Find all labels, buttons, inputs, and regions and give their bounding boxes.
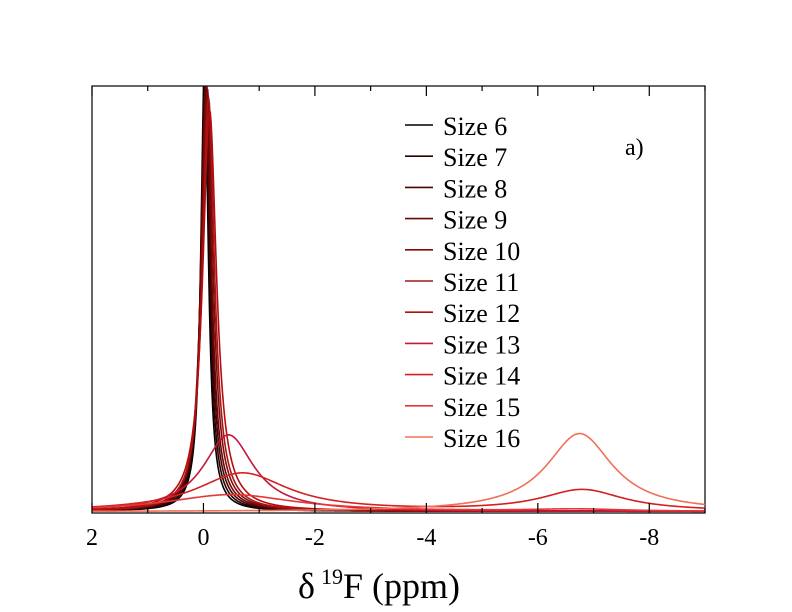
legend-label: Size 11 xyxy=(443,268,519,297)
legend-item: Size 9 xyxy=(405,206,507,235)
axis-ticks xyxy=(91,86,706,513)
legend-label: Size 15 xyxy=(443,393,520,422)
legend-label: Size 10 xyxy=(443,237,520,266)
x-axis-label-rest: F (ppm) xyxy=(343,566,460,606)
x-tick-labels: 2 0 -2 -4 -6 -8 xyxy=(86,525,659,551)
legend-item: Size 14 xyxy=(405,362,520,391)
legend-label: Size 12 xyxy=(443,299,520,328)
plot-frame xyxy=(91,85,706,514)
series-line-size-16 xyxy=(92,432,705,512)
x-tick-label: -2 xyxy=(305,525,325,551)
x-axis-label-superscript: 19 xyxy=(321,564,343,589)
series-line-size-13 xyxy=(92,434,705,513)
series-line-size-8 xyxy=(92,86,705,513)
x-tick-label: 0 xyxy=(197,525,209,551)
x-tick-label: 2 xyxy=(86,525,98,551)
legend-item: Size 7 xyxy=(405,143,507,172)
legend-label: Size 16 xyxy=(443,424,520,453)
series-line-size-10 xyxy=(92,88,705,513)
legend-item: Size 16 xyxy=(405,424,520,453)
series-line-size-7 xyxy=(92,86,705,513)
legend-label: Size 6 xyxy=(443,112,507,141)
legend-item: Size 13 xyxy=(405,330,520,359)
series-line-size-11 xyxy=(92,96,705,512)
x-tick-label: -4 xyxy=(416,525,436,551)
x-tick-label: -6 xyxy=(528,525,548,551)
legend-label: Size 9 xyxy=(443,206,507,235)
legend-label: Size 7 xyxy=(443,143,507,172)
spectrum-curves xyxy=(92,86,705,513)
legend-item: Size 8 xyxy=(405,174,507,203)
legend-label: Size 8 xyxy=(443,174,507,203)
series-line-size-9 xyxy=(92,86,705,513)
panel-annotation: a) xyxy=(625,135,644,161)
legend-label: Size 13 xyxy=(443,330,520,359)
legend-item: Size 12 xyxy=(405,299,520,328)
x-tick-label: -8 xyxy=(639,525,659,551)
legend-label: Size 14 xyxy=(443,362,520,391)
x-axis-label-symbol: δ xyxy=(298,566,315,606)
legend-item: Size 6 xyxy=(405,112,507,141)
legend-item: Size 15 xyxy=(405,393,520,422)
series-line-size-6 xyxy=(92,86,705,513)
legend-item: Size 10 xyxy=(405,237,520,266)
legend-item: Size 11 xyxy=(405,268,519,297)
series-line-size-14 xyxy=(92,472,705,509)
x-axis-label: δ 19F (ppm) xyxy=(298,564,460,606)
series-line-size-12 xyxy=(92,107,705,512)
